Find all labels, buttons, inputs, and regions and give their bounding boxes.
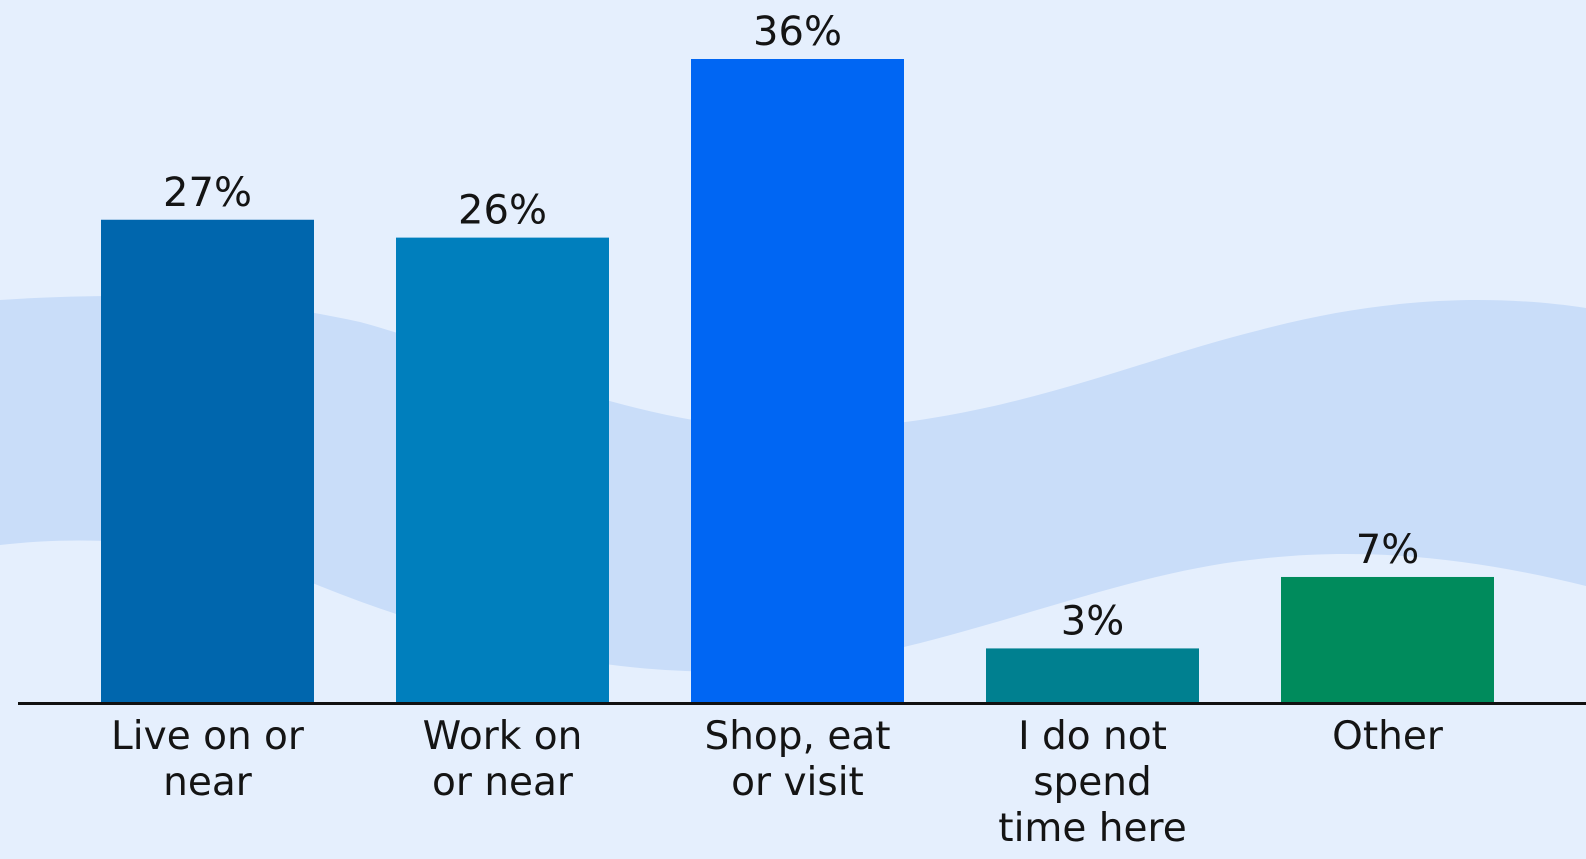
category-label-line: Other [1332, 714, 1444, 759]
category-label-2: Shop, eat or visit [704, 714, 890, 805]
category-label-line: near [163, 760, 253, 805]
category-label-line: or near [432, 760, 574, 805]
category-label-line: time here [998, 806, 1186, 851]
category-label-line: or visit [731, 760, 864, 805]
category-label-line: spend [1033, 760, 1152, 805]
value-label-1: 26% [458, 188, 547, 234]
value-label-0: 27% [163, 170, 252, 216]
category-label-0: Live on or near [111, 714, 305, 805]
value-label-3: 3% [1061, 598, 1124, 644]
category-label-3: I do not spend time here [998, 714, 1186, 851]
bar-1 [396, 237, 609, 702]
bars-group [101, 59, 1494, 702]
bar-3 [986, 648, 1199, 702]
category-label-line: Live on or [111, 714, 305, 759]
bar-2 [691, 59, 904, 702]
value-label-4: 7% [1356, 527, 1419, 573]
value-label-2: 36% [753, 9, 842, 55]
category-label-1: Work on or near [423, 714, 583, 805]
category-label-4: Other [1332, 714, 1444, 759]
bar-0 [101, 219, 314, 702]
category-label-line: Shop, eat [704, 714, 890, 759]
value-labels-group: 27% 26% 36% 3% 7% [163, 9, 1419, 644]
category-label-line: I do not [1018, 714, 1167, 759]
category-label-line: Work on [423, 714, 583, 759]
bar-4 [1281, 576, 1494, 702]
